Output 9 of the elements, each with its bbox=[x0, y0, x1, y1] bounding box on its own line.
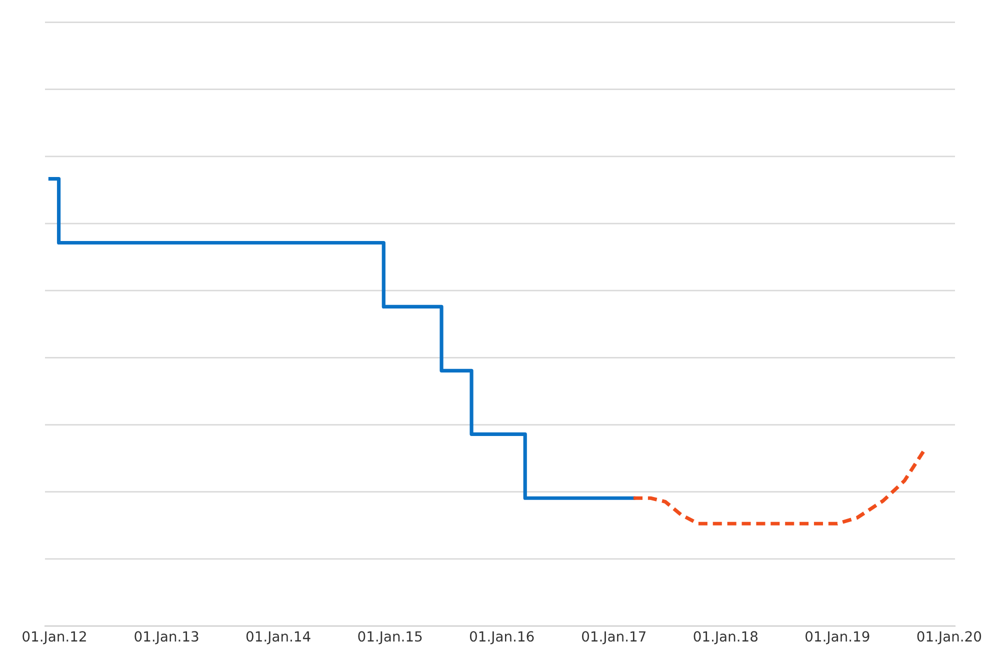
x-tick-label: 01.Jan.17 bbox=[582, 631, 646, 644]
x-tick-label: 01.Jan.19 bbox=[806, 631, 870, 644]
x-tick-label: 01.Jan.16 bbox=[470, 631, 534, 644]
x-tick-label: 01.Jan.12 bbox=[22, 631, 86, 644]
x-tick-label: 01.Jan.18 bbox=[694, 631, 758, 644]
x-tick-label: 01.Jan.20 bbox=[917, 631, 982, 644]
x-tick-label: 01.Jan.15 bbox=[358, 631, 422, 644]
x-tick-label: 01.Jan.13 bbox=[134, 631, 198, 644]
x-tick-label: 01.Jan.14 bbox=[246, 631, 310, 644]
